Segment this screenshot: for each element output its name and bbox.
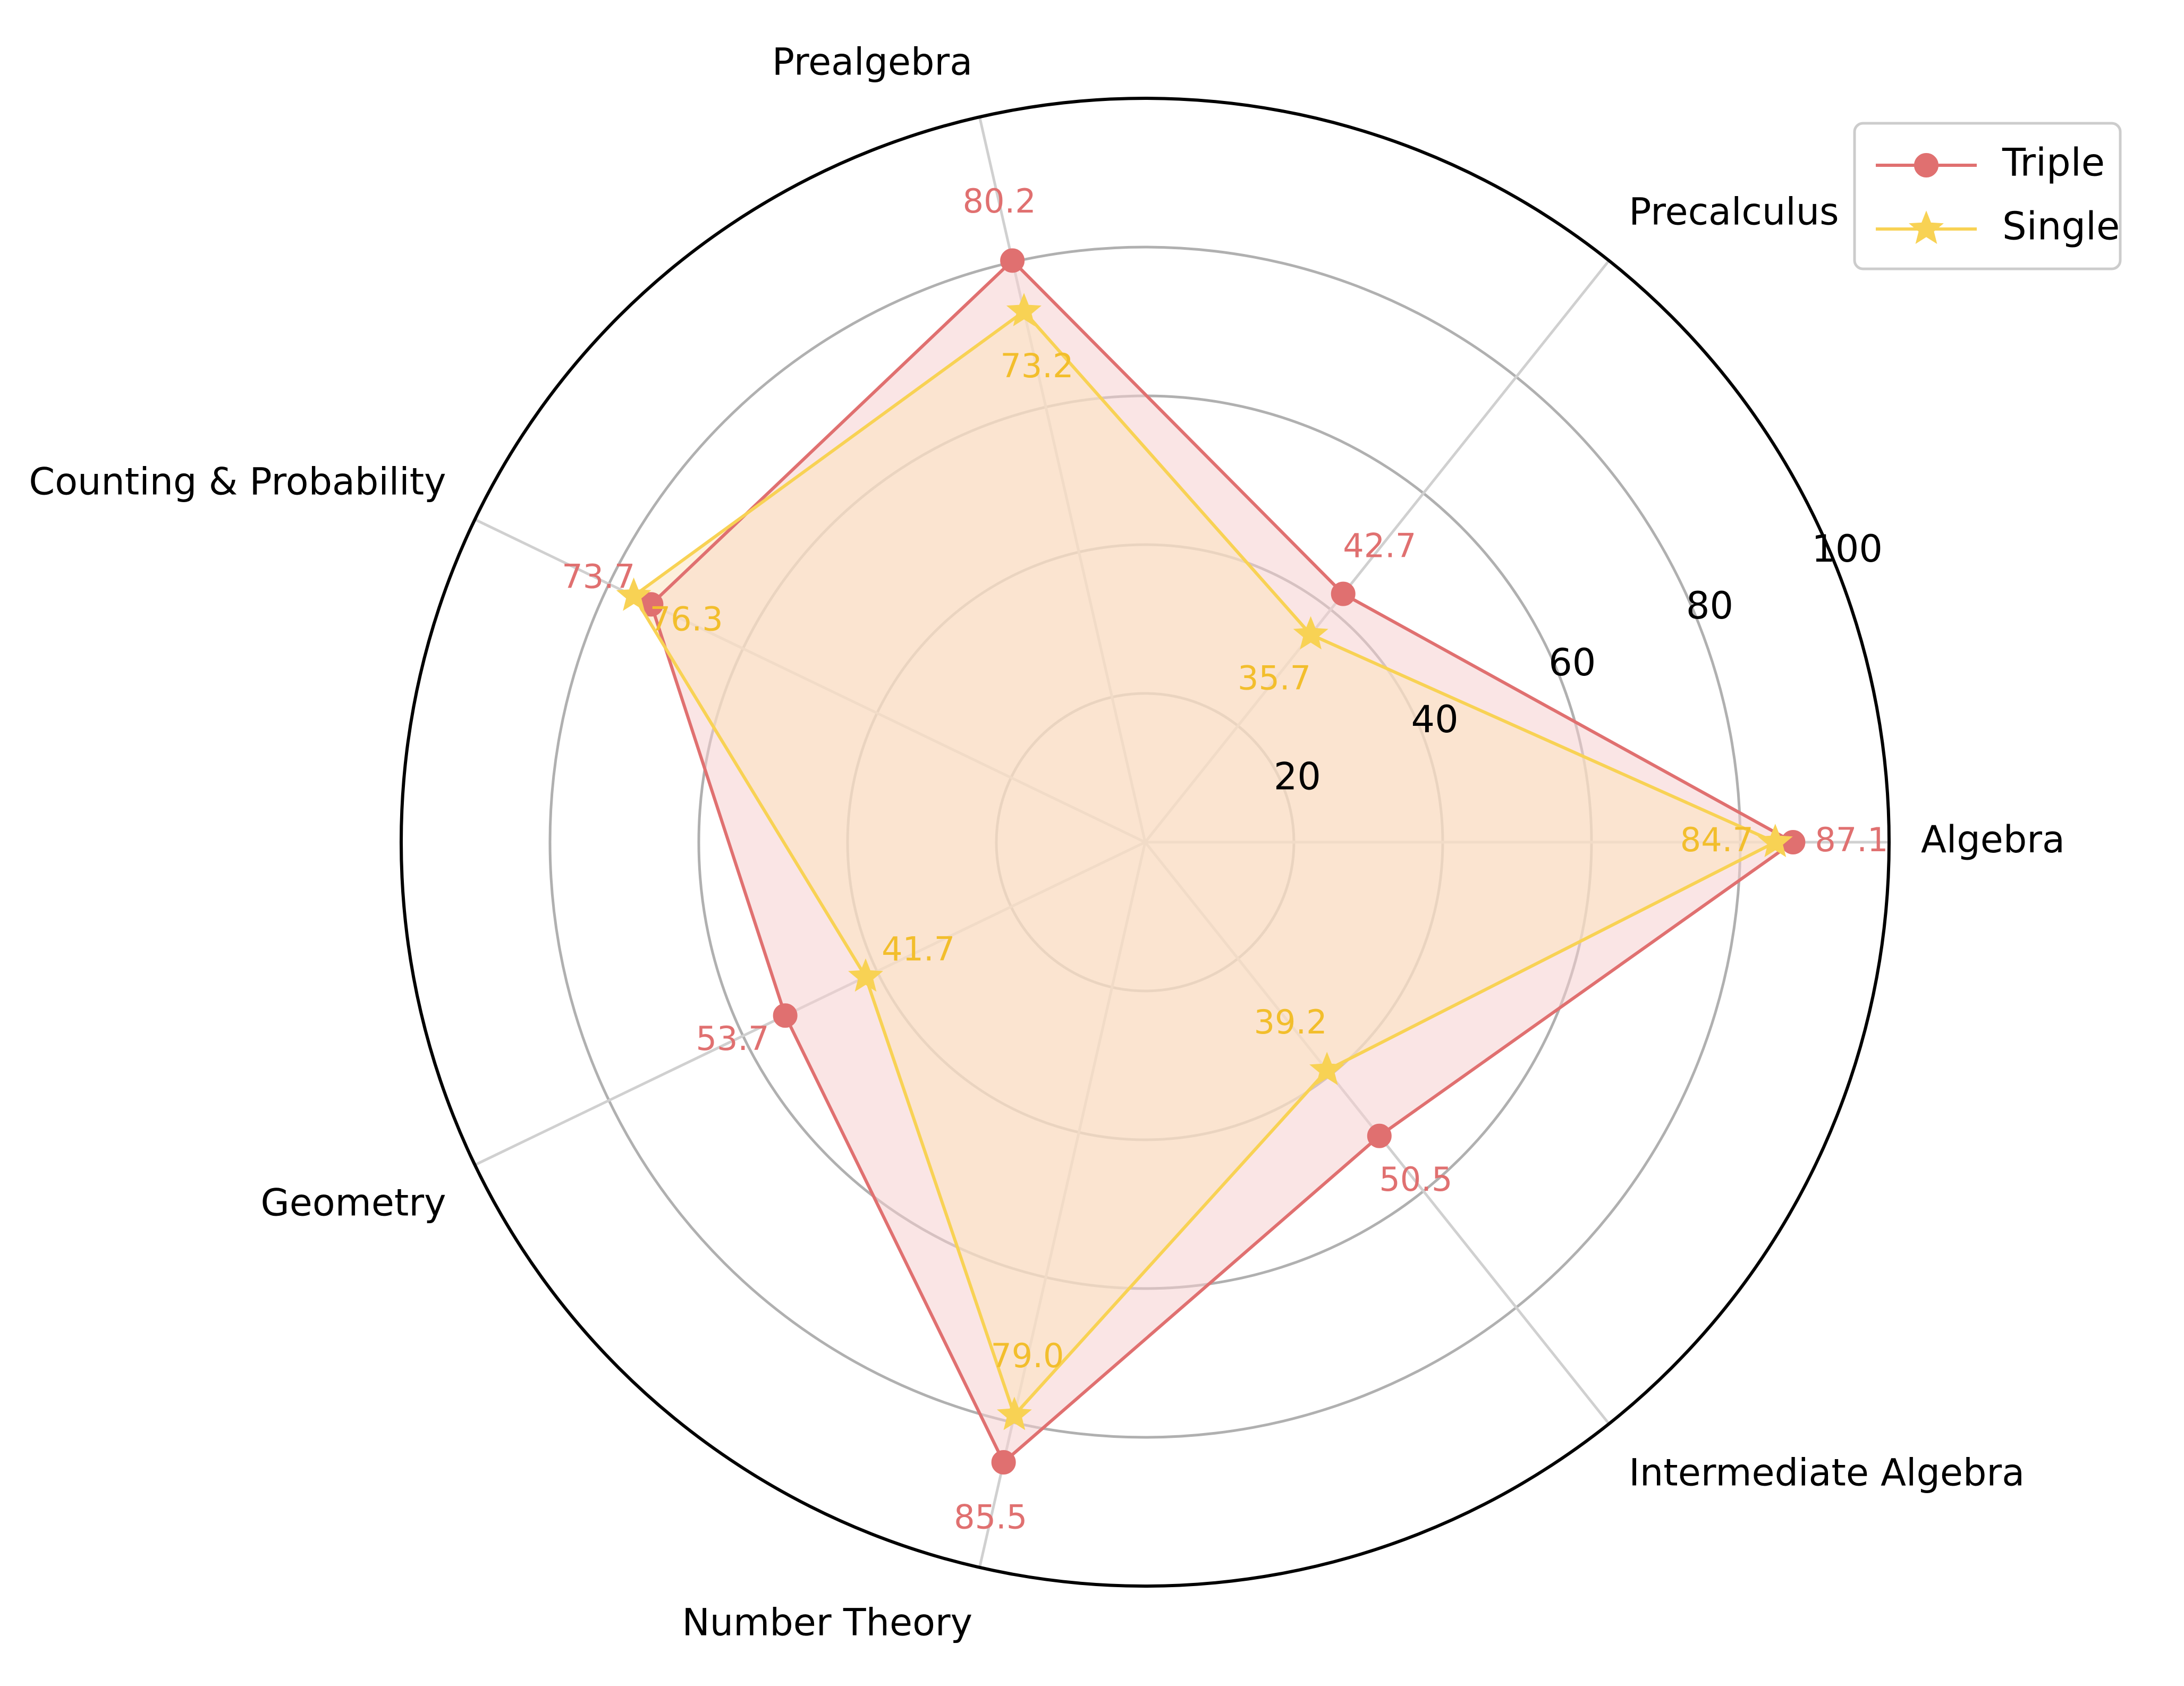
axis-label-algebra: Algebra <box>1921 818 2065 861</box>
data-point-single-number-theory <box>996 1396 1032 1430</box>
value-label-single-intermediate-algebra: 39.2 <box>1254 1003 1327 1041</box>
data-point-triple-intermediate-algebra <box>1367 1123 1392 1148</box>
legend-label-single: Single <box>2002 204 2120 249</box>
axis-label-precalculus: Precalculus <box>1629 190 1839 234</box>
value-label-single-counting-probability: 76.3 <box>650 599 723 638</box>
data-point-triple-number-theory <box>991 1450 1016 1475</box>
data-point-single-algebra <box>1757 824 1793 858</box>
radial-tick-label-80: 80 <box>1686 584 1733 628</box>
radial-tick-label-60: 60 <box>1548 641 1596 684</box>
data-point-triple-prealgebra <box>1000 248 1025 273</box>
data-point-single-geometry <box>848 958 883 992</box>
value-label-triple-precalculus: 42.7 <box>1343 527 1416 565</box>
value-label-single-algebra: 84.7 <box>1680 820 1754 859</box>
value-label-triple-prealgebra: 80.2 <box>963 182 1036 221</box>
value-label-single-number-theory: 79.0 <box>991 1336 1064 1375</box>
axis-label-number-theory: Number Theory <box>682 1600 972 1644</box>
axis-label-counting-probability: Counting & Probability <box>29 460 446 504</box>
legend-marker-triple <box>1914 153 1938 177</box>
series-area-single <box>633 311 1775 1416</box>
axis-label-intermediate-algebra: Intermediate Algebra <box>1629 1451 2025 1495</box>
data-point-single-prealgebra <box>1006 293 1042 326</box>
value-label-single-geometry: 41.7 <box>882 930 955 969</box>
data-point-single-counting-probability <box>616 577 651 611</box>
series-line-single <box>632 309 1777 1417</box>
value-label-triple-number-theory: 85.5 <box>954 1497 1027 1536</box>
data-point-triple-precalculus <box>1331 581 1356 606</box>
radial-tick-label-40: 40 <box>1411 698 1459 741</box>
legend-symbol-triple <box>1914 153 1938 177</box>
series-line-triple <box>649 259 1795 1464</box>
legend: Triple Single <box>1853 122 2122 270</box>
value-label-triple-algebra: 87.1 <box>1815 820 1888 859</box>
value-label-triple-geometry: 53.7 <box>696 1019 769 1058</box>
data-point-triple-geometry <box>773 1003 798 1028</box>
outer-frame <box>400 97 1891 1588</box>
value-label-single-prealgebra: 73.2 <box>1000 346 1073 385</box>
legend-marker-single <box>1909 210 1944 244</box>
legend-symbol-single <box>1909 210 1944 244</box>
data-point-single-intermediate-algebra <box>1309 1052 1345 1086</box>
value-label-triple-counting-probability: 73.7 <box>562 557 635 596</box>
data-point-single-precalculus <box>1293 616 1328 650</box>
radial-tick-label-20: 20 <box>1274 755 1321 798</box>
radar-series <box>616 248 1806 1475</box>
radial-tick-label-100: 100 <box>1811 527 1883 571</box>
axis-label-geometry: Geometry <box>261 1181 446 1225</box>
radar-labels: 20 40 60 80 100 Algebra Precalculus Prealgebra C… <box>29 40 2065 1645</box>
value-label-single-precalculus: 35.7 <box>1238 658 1311 697</box>
value-label-triple-intermediate-algebra: 50.5 <box>1379 1160 1452 1199</box>
legend-label-triple: Triple <box>2002 140 2105 185</box>
axis-label-prealgebra: Prealgebra <box>772 40 972 84</box>
